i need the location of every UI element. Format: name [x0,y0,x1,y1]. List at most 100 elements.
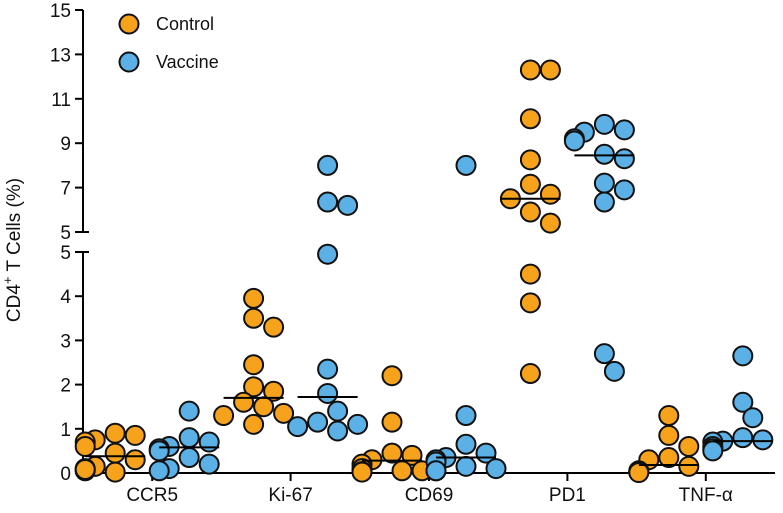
data-point-vaccine [613,148,635,170]
data-point-control [124,449,146,471]
data-point-vaccine [198,431,220,453]
data-point-control [678,435,700,457]
data-point-control [74,458,96,480]
points-layer [74,59,774,484]
data-point-vaccine [327,400,349,422]
data-point-vaccine [198,453,220,475]
data-point-control [243,413,265,435]
data-point-control [539,59,561,81]
data-point-control [381,442,403,464]
data-point-control [243,307,265,329]
y-tick-label: 3 [60,331,71,352]
data-point-control [104,461,126,483]
data-point-vaccine [317,382,339,404]
medians-layer [85,154,773,467]
legend-marker [118,13,140,35]
x-tick-label: TNF-α [679,485,733,506]
data-point-vaccine [455,455,477,477]
data-point-control [263,380,285,402]
data-point-control [539,183,561,205]
data-point-vaccine [732,427,754,449]
data-point-vaccine [337,194,359,216]
y-tick-label: 5 [60,223,71,244]
data-point-control [253,396,275,418]
data-point-vaccine [702,440,724,462]
x-tick-label: PD1 [549,485,586,506]
data-point-vaccine [178,427,200,449]
y-tick-label: 0 [60,464,71,485]
data-point-control [391,460,413,482]
data-point-control [263,316,285,338]
data-point-control [273,402,295,424]
data-point-vaccine [287,416,309,438]
data-point-vaccine [178,447,200,469]
data-point-control [658,424,680,446]
data-point-vaccine [148,460,170,482]
data-point-vaccine [455,154,477,176]
data-point-control [519,292,541,314]
data-point-vaccine [317,358,339,380]
data-point-vaccine [742,407,764,429]
y-tick-label: 7 [60,179,71,200]
data-point-control [104,442,126,464]
y-tick-label: 5 [60,243,71,264]
data-point-control [658,447,680,469]
data-point-vaccine [593,191,615,213]
data-point-vaccine [593,343,615,365]
data-point-vaccine [317,154,339,176]
y-tick-label: 11 [51,90,71,111]
data-point-vaccine [603,360,625,382]
data-point-control [519,173,541,195]
data-point-vaccine [593,143,615,165]
legend-label: Vaccine [156,52,219,72]
legend: Control Vaccine [118,13,219,73]
data-point-control [124,424,146,446]
data-point-control [519,201,541,223]
x-tick-label: CD69 [405,485,454,506]
data-point-vaccine [455,433,477,455]
x-tick-label: Ki-67 [268,485,312,506]
data-point-vaccine [563,130,585,152]
data-point-vaccine [613,179,635,201]
y-tick-label: 9 [60,134,71,155]
legend-label: Control [156,14,214,34]
y-axis-title: CD4+ T Cells (%) [0,178,25,322]
data-point-vaccine [485,458,507,480]
data-point-control [519,263,541,285]
data-point-control [233,391,255,413]
y-tick-label: 15 [50,1,71,22]
y-tick-label: 2 [60,376,71,397]
data-point-control [519,363,541,385]
data-point-control [351,461,373,483]
data-point-control [381,411,403,433]
data-point-control [243,376,265,398]
data-point-control [74,435,96,457]
data-point-control [658,405,680,427]
data-point-vaccine [593,172,615,194]
x-tick-label: CCR5 [126,485,178,506]
data-point-vaccine [613,119,635,141]
data-point-vaccine [178,400,200,422]
data-point-vaccine [148,440,170,462]
data-point-vaccine [425,460,447,482]
y-tick-label: 13 [50,45,71,66]
data-point-vaccine [732,345,754,367]
data-point-vaccine [327,420,349,442]
data-point-control [243,354,265,376]
data-point-control [678,455,700,477]
data-point-vaccine [455,405,477,427]
data-point-vaccine [317,243,339,265]
data-point-vaccine [752,429,774,451]
data-point-control [213,405,235,427]
data-point-control [243,287,265,309]
data-point-control [519,108,541,130]
data-point-control [381,365,403,387]
data-point-vaccine [347,413,369,435]
data-point-vaccine [732,391,754,413]
data-point-control [628,462,650,484]
data-point-control [104,422,126,444]
y-tick-label: 1 [60,420,71,441]
data-point-control [519,59,541,81]
